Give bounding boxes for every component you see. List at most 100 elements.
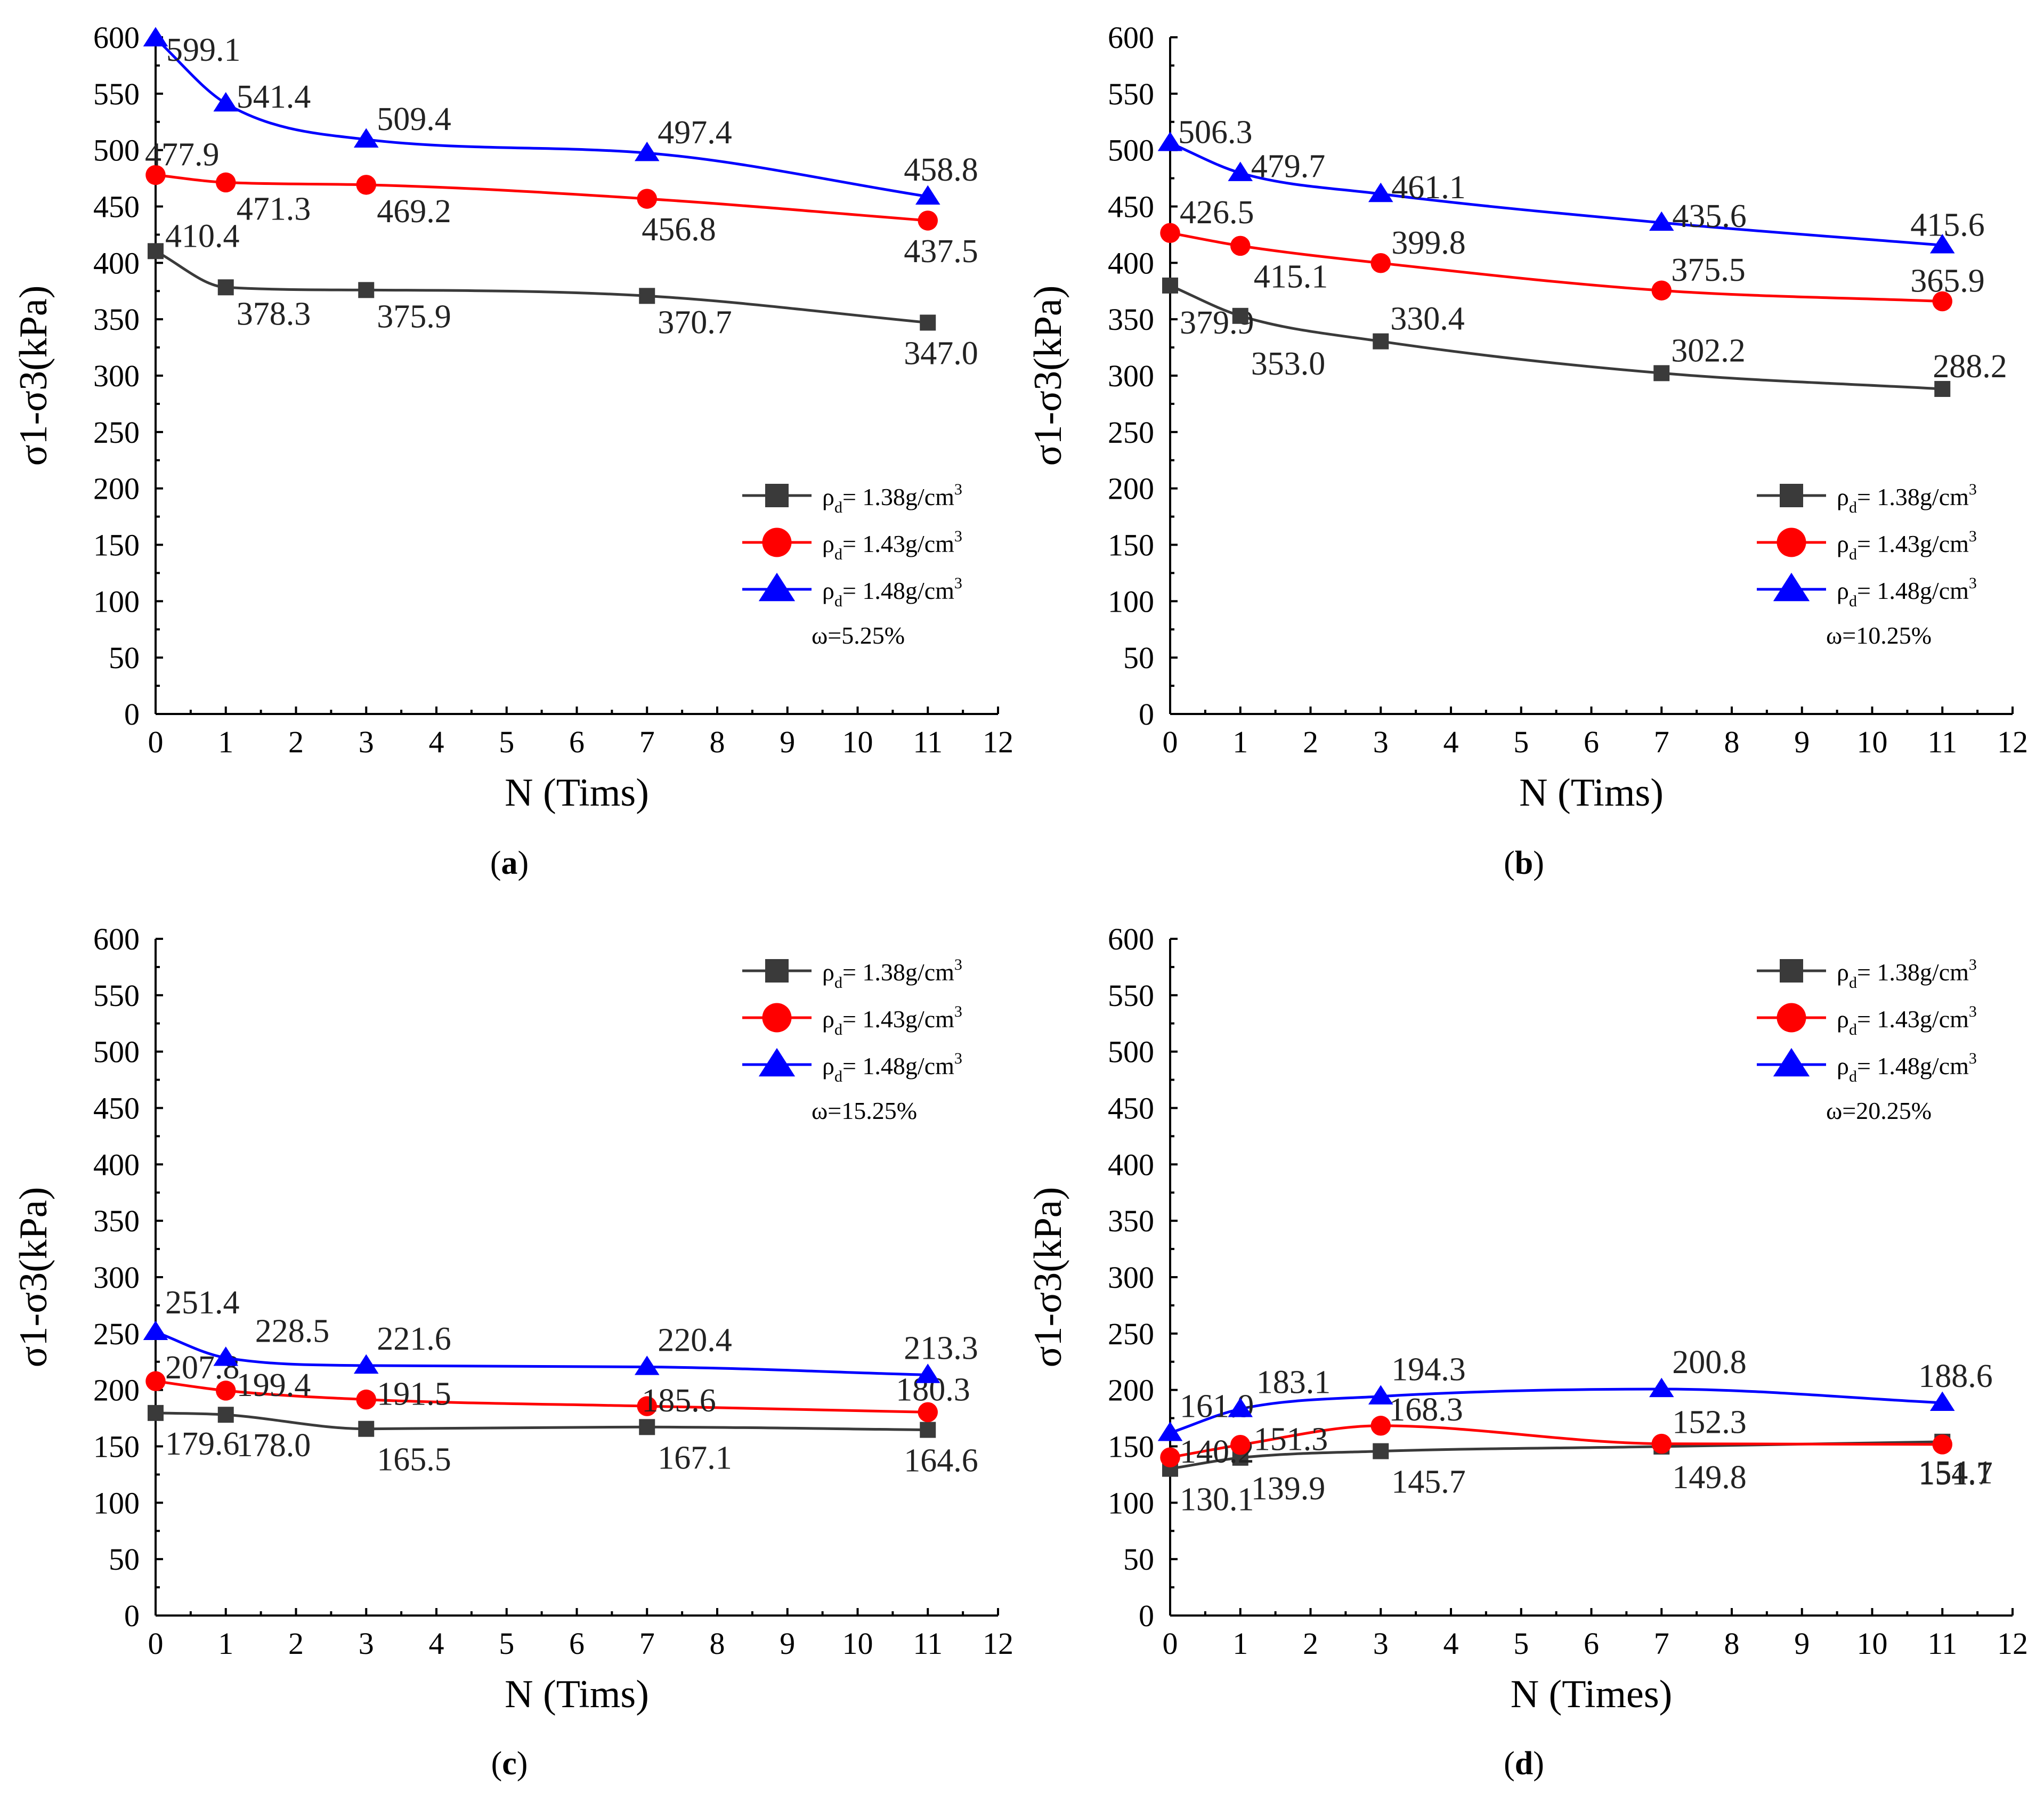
data-label: 178.0 — [237, 1427, 311, 1464]
data-point — [1934, 380, 1951, 397]
data-label: 139.9 — [1251, 1471, 1326, 1507]
legend-sup: 3 — [1969, 1050, 1977, 1067]
legend-label: ρd= 1.38g/cm3 — [1837, 956, 1977, 992]
y-tick-label: 100 — [93, 584, 140, 619]
y-tick-label: 600 — [93, 20, 140, 55]
data-point — [1157, 132, 1183, 151]
x-tick-label: 12 — [1997, 725, 2028, 759]
x-tick-label: 1 — [218, 725, 233, 759]
data-label: 151.7 — [1918, 1456, 1993, 1492]
data-label: 251.4 — [165, 1285, 240, 1321]
legend-item: ρd= 1.38g/cm3 — [742, 481, 962, 516]
y-tick-label: 450 — [1108, 190, 1154, 224]
data-label: 509.4 — [377, 101, 451, 137]
panel-label-close: ) — [517, 1746, 528, 1782]
x-tick-label: 0 — [1163, 725, 1178, 759]
legend-sup: 3 — [954, 574, 962, 592]
data-point — [639, 288, 655, 304]
data-point — [1160, 223, 1180, 243]
x-tick-label: 10 — [1857, 1626, 1888, 1661]
data-label: 477.9 — [145, 136, 220, 173]
x-tick-label: 9 — [780, 1626, 795, 1661]
y-tick-label: 250 — [93, 415, 140, 450]
y-tick-label: 500 — [93, 1035, 140, 1069]
legend-sup: 3 — [954, 1050, 962, 1067]
y-tick-label: 50 — [109, 640, 140, 675]
x-axis-title: N (Tims) — [505, 771, 649, 815]
data-label: 458.8 — [904, 152, 978, 188]
panel-label-letter: a — [501, 845, 518, 881]
legend-marker — [758, 572, 796, 602]
data-label: 399.8 — [1391, 225, 1466, 261]
legend-sub: d — [834, 1021, 842, 1038]
x-tick-label: 11 — [913, 725, 943, 759]
legend-label: ρd= 1.48g/cm3 — [822, 574, 962, 610]
chart-panel-d: 0 1 2 3 4 5 6 7 8 9 10 11 12050100150200250300350400… — [1026, 922, 2028, 1782]
x-tick-label: 3 — [359, 725, 374, 759]
y-axis-title: σ1-σ3(kPa) — [1026, 1187, 1070, 1368]
data-label: 164.6 — [904, 1443, 978, 1479]
y-tick-label: 400 — [93, 1147, 140, 1182]
data-point — [918, 210, 938, 231]
data-point — [356, 1389, 376, 1410]
legend-sub: d — [1849, 592, 1857, 610]
legend-rest: = 1.38g/cm — [1857, 483, 1969, 510]
x-tick-label: 2 — [1303, 1626, 1318, 1661]
x-tick-label: 2 — [288, 725, 304, 759]
y-tick-label: 0 — [124, 697, 140, 732]
data-point — [915, 185, 940, 205]
x-tick-label: 7 — [1654, 725, 1669, 759]
legend-sup: 3 — [1969, 481, 1977, 498]
legend-marker — [1773, 1048, 1810, 1077]
legend-sub: d — [1849, 1021, 1857, 1038]
x-tick-label: 11 — [913, 1626, 943, 1661]
series-1: 410.4 378.3 375.9 370.7 347.0 — [148, 218, 978, 372]
data-label: 302.2 — [1671, 332, 1746, 369]
series-3: 251.4 228.5 221.6 220.4 213.3 — [143, 1285, 978, 1383]
legend-rho: ρ — [1837, 959, 1849, 986]
data-label: 179.6 — [165, 1426, 240, 1462]
y-tick-label: 350 — [93, 302, 140, 337]
legend-marker — [765, 959, 789, 983]
x-tick-label: 5 — [499, 725, 514, 759]
x-tick-label: 2 — [1303, 725, 1318, 759]
data-label: 167.1 — [658, 1440, 732, 1476]
y-tick-label: 600 — [1108, 20, 1154, 55]
series-2: 477.9 471.3 469.2 456.8 437.5 — [145, 136, 978, 270]
legend-marker — [765, 484, 789, 507]
data-point — [358, 282, 375, 298]
data-label: 220.4 — [658, 1322, 732, 1358]
panel-label-letter: b — [1515, 845, 1533, 881]
legend-sup: 3 — [954, 527, 962, 545]
data-label: 497.4 — [658, 115, 732, 151]
y-tick-label: 0 — [124, 1598, 140, 1633]
x-tick-label: 4 — [1443, 725, 1459, 759]
data-label: 151.3 — [1254, 1422, 1328, 1458]
legend-sub: d — [834, 546, 842, 563]
legend-rho: ρ — [822, 959, 834, 986]
data-point — [1653, 365, 1670, 381]
x-tick-label: 6 — [1584, 1626, 1599, 1661]
panel-label-open: ( — [491, 1746, 502, 1782]
legend-rho: ρ — [822, 530, 834, 557]
legend-marker — [758, 1048, 796, 1077]
legend-sub: d — [834, 974, 842, 992]
data-label: 415.1 — [1254, 258, 1328, 295]
data-label: 471.3 — [237, 191, 311, 227]
legend-rest: = 1.38g/cm — [842, 959, 954, 986]
x-tick-label: 12 — [983, 725, 1013, 759]
data-point — [1932, 1434, 1952, 1455]
legend-sup: 3 — [1969, 1003, 1977, 1020]
series-line — [155, 37, 928, 198]
data-point — [1373, 333, 1389, 350]
panel-label-close: ) — [1533, 845, 1544, 881]
legend-item: ρd= 1.43g/cm3 — [742, 527, 962, 563]
data-point — [213, 1346, 239, 1366]
y-tick-label: 350 — [1108, 302, 1154, 337]
data-point — [1368, 182, 1393, 202]
data-point — [148, 243, 164, 259]
